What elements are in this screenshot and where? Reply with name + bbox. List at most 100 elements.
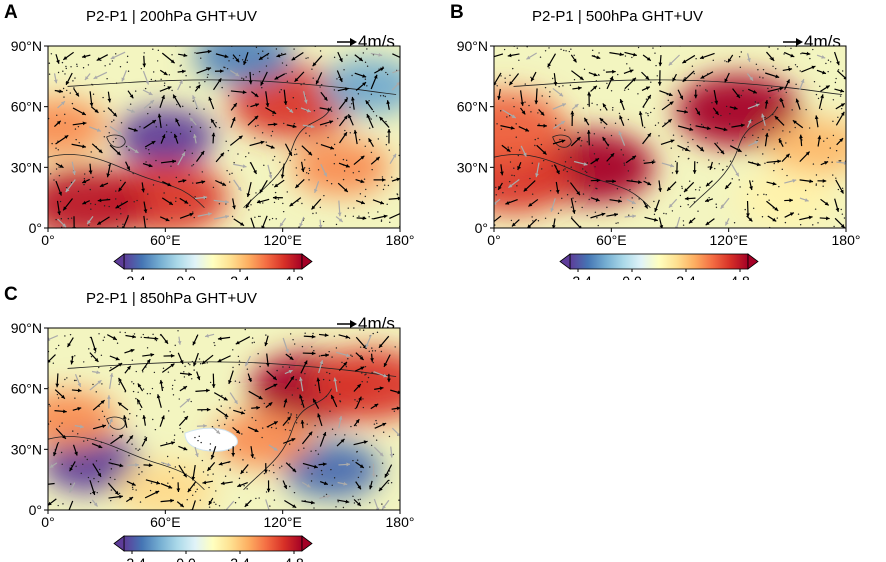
stipple-dot [365, 189, 366, 190]
stipple-dot [281, 466, 282, 467]
stipple-dot [224, 424, 225, 425]
stipple-dot [337, 118, 338, 119]
stipple-dot [367, 66, 368, 67]
stipple-dot [818, 98, 819, 99]
stipple-dot [272, 131, 273, 132]
stipple-dot [320, 50, 321, 51]
stipple-dot [343, 159, 344, 160]
stipple-dot [147, 113, 148, 114]
stipple-dot [511, 175, 512, 176]
stipple-dot [309, 135, 310, 136]
stipple-dot [768, 199, 769, 200]
stipple-dot [127, 62, 128, 63]
stipple-dot [514, 175, 515, 176]
stipple-dot [291, 71, 292, 72]
stipple-dot [513, 168, 514, 169]
stipple-dot [183, 411, 184, 412]
stipple-dot [64, 379, 65, 380]
stipple-dot [91, 151, 92, 152]
stipple-dot [53, 179, 54, 180]
stipple-dot [167, 456, 168, 457]
stipple-dot [653, 160, 654, 161]
stipple-dot [217, 420, 218, 421]
stipple-dot [121, 202, 122, 203]
stipple-dot [176, 104, 177, 105]
stipple-dot [604, 127, 605, 128]
stipple-dot [692, 139, 693, 140]
stipple-dot [344, 170, 345, 171]
stipple-dot [148, 149, 149, 150]
stipple-dot [372, 350, 373, 351]
stipple-dot [302, 400, 303, 401]
stipple-dot [97, 492, 98, 493]
x-tick-label: 60°E [150, 232, 181, 248]
stipple-dot [224, 67, 225, 68]
stipple-dot [172, 385, 173, 386]
stipple-dot [349, 107, 350, 108]
stipple-dot [827, 71, 828, 72]
stipple-dot [645, 112, 646, 113]
stipple-dot [259, 366, 260, 367]
stipple-dot [763, 69, 764, 70]
colorbar-tick-label: 0.0 [176, 273, 196, 280]
stipple-dot [762, 129, 763, 130]
stipple-dot [135, 489, 136, 490]
stipple-dot [241, 169, 242, 170]
anomaly-blob [308, 349, 433, 421]
stipple-dot [285, 429, 286, 430]
stipple-dot [141, 471, 142, 472]
stipple-dot [658, 135, 659, 136]
stipple-dot [139, 126, 140, 127]
stipple-dot [375, 420, 376, 421]
stipple-dot [316, 212, 317, 213]
stipple-dot [598, 225, 599, 226]
stipple-dot [191, 401, 192, 402]
stipple-dot [767, 88, 768, 89]
stipple-dot [225, 203, 226, 204]
stipple-dot [166, 131, 167, 132]
stipple-dot [133, 383, 134, 384]
stipple-dot [98, 481, 99, 482]
stipple-dot [318, 158, 319, 159]
stipple-dot [708, 197, 709, 198]
stipple-dot [120, 66, 121, 67]
stipple-dot [515, 123, 516, 124]
stipple-dot [701, 124, 702, 125]
stipple-dot [684, 77, 685, 78]
stipple-dot [778, 90, 779, 91]
stipple-dot [357, 401, 358, 402]
stipple-dot [757, 69, 758, 70]
stipple-dot [111, 468, 112, 469]
stipple-dot [322, 474, 323, 475]
stipple-dot [72, 80, 73, 81]
stipple-dot [207, 77, 208, 78]
stipple-dot [354, 502, 355, 503]
stipple-dot [844, 217, 845, 218]
stipple-dot [173, 394, 174, 395]
stipple-dot [826, 138, 827, 139]
stipple-dot [147, 393, 148, 394]
stipple-dot [681, 136, 682, 137]
stipple-dot [95, 204, 96, 205]
stipple-dot [248, 209, 249, 210]
stipple-dot [692, 66, 693, 67]
stipple-dot [294, 343, 295, 344]
stipple-dot [313, 507, 314, 508]
stipple-dot [517, 47, 518, 48]
stipple-dot [828, 60, 829, 61]
x-tick-label: 180° [386, 232, 415, 248]
y-tick-label: 90°N [11, 38, 42, 54]
stipple-dot [83, 440, 84, 441]
stipple-dot [548, 47, 549, 48]
stipple-dot [185, 75, 186, 76]
stipple-dot [587, 104, 588, 105]
stipple-dot [109, 132, 110, 133]
stipple-dot [509, 181, 510, 182]
stipple-dot [528, 105, 529, 106]
stipple-dot [272, 115, 273, 116]
stipple-dot [164, 85, 165, 86]
colorbar: −2.40.02.44.8 [114, 254, 312, 280]
stipple-dot [383, 189, 384, 190]
stipple-dot [221, 405, 222, 406]
